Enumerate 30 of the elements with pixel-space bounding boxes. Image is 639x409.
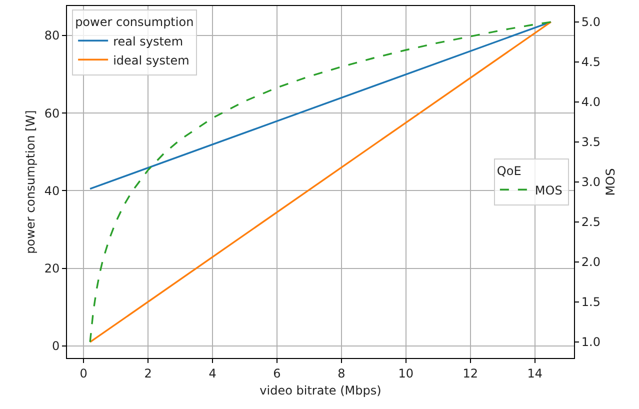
y2-tick-label: 3.5 [581, 135, 600, 150]
x-tick-label: 2 [144, 366, 152, 380]
y2-tick-label: 4.0 [581, 95, 600, 110]
x-tick-label: 6 [273, 366, 281, 380]
y2-tick-label: 5.0 [581, 15, 600, 30]
y2-tick-label: 3.0 [581, 175, 600, 190]
y-tick-label: 60 [44, 106, 60, 120]
legend-label: MOS [534, 183, 562, 198]
x-tick-label: 12 [462, 366, 478, 380]
y2-tick-label: 2.0 [581, 255, 600, 270]
y-tick-label: 40 [44, 184, 60, 198]
x-tick-label: 8 [338, 366, 346, 380]
x-tick-label: 14 [527, 366, 542, 380]
y2-axis-title: MOS [603, 168, 618, 196]
y2-tick-label: 1.0 [581, 335, 600, 350]
x-axis-title: video bitrate (Mbps) [260, 383, 382, 398]
x-tick-label: 4 [208, 366, 216, 380]
y-tick-label: 80 [44, 28, 60, 43]
y2-tick-label: 4.5 [581, 55, 600, 70]
text: QoE [496, 164, 522, 178]
y-tick-label: 0 [52, 339, 60, 354]
x-tick-label: 0 [80, 366, 88, 380]
legend-label: real system [113, 34, 184, 48]
x-tick-label: 10 [398, 366, 414, 380]
y2-tick-label: 1.5 [581, 295, 600, 310]
legend-label: ideal system [113, 53, 190, 68]
text: power consumption [75, 15, 194, 30]
y-axis-title: power consumption [W] [24, 110, 38, 254]
y-tick-label: 20 [44, 262, 60, 276]
y2-tick-label: 2.5 [581, 215, 600, 230]
